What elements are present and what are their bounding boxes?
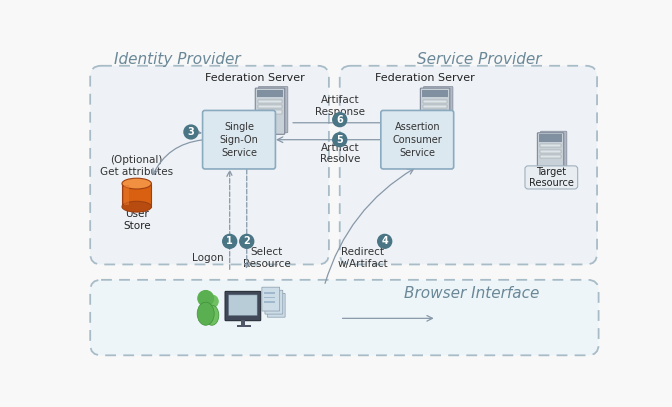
Bar bbox=[122, 184, 151, 207]
Text: Target
Resource: Target Resource bbox=[529, 166, 574, 188]
Bar bbox=[267, 300, 278, 302]
Text: 1: 1 bbox=[226, 236, 233, 246]
Text: User
Store: User Store bbox=[123, 209, 151, 231]
FancyBboxPatch shape bbox=[525, 166, 578, 189]
Ellipse shape bbox=[205, 305, 219, 325]
Circle shape bbox=[240, 234, 254, 248]
FancyBboxPatch shape bbox=[265, 290, 283, 314]
Text: 2: 2 bbox=[243, 236, 250, 246]
FancyBboxPatch shape bbox=[538, 133, 564, 174]
Bar bbox=[257, 110, 282, 114]
Text: 5: 5 bbox=[337, 135, 343, 145]
Bar bbox=[423, 100, 448, 103]
Circle shape bbox=[378, 234, 392, 248]
Bar bbox=[423, 105, 448, 108]
Circle shape bbox=[198, 291, 214, 306]
Text: Identity Provider: Identity Provider bbox=[114, 52, 241, 67]
Bar bbox=[269, 303, 280, 304]
Bar bbox=[264, 302, 275, 303]
Text: 4: 4 bbox=[381, 236, 388, 246]
Bar bbox=[257, 90, 283, 97]
Bar bbox=[269, 308, 280, 309]
FancyBboxPatch shape bbox=[255, 88, 285, 134]
Bar bbox=[264, 292, 275, 294]
Text: Single
Sign-On
Service: Single Sign-On Service bbox=[220, 122, 259, 158]
Bar bbox=[267, 304, 278, 306]
FancyBboxPatch shape bbox=[228, 295, 257, 316]
Bar bbox=[422, 90, 448, 97]
Bar bbox=[257, 105, 282, 108]
FancyBboxPatch shape bbox=[421, 88, 450, 134]
Text: Federation Server: Federation Server bbox=[205, 73, 304, 83]
FancyBboxPatch shape bbox=[262, 287, 280, 311]
Bar bbox=[540, 155, 561, 158]
Text: Redirect
w/Artifact: Redirect w/Artifact bbox=[338, 247, 388, 269]
Ellipse shape bbox=[122, 201, 151, 212]
Text: Browser Interface: Browser Interface bbox=[404, 286, 539, 301]
FancyBboxPatch shape bbox=[381, 110, 454, 169]
Circle shape bbox=[206, 295, 218, 308]
Text: Logon: Logon bbox=[192, 253, 224, 263]
Text: Artifact
Response: Artifact Response bbox=[314, 95, 365, 117]
Text: Artifact
Resolve: Artifact Resolve bbox=[320, 143, 360, 164]
Bar bbox=[269, 298, 280, 300]
Text: Federation Server: Federation Server bbox=[375, 73, 475, 83]
Text: Assertion
Consumer
Service: Assertion Consumer Service bbox=[392, 122, 442, 158]
Text: (Optional)
Get attributes: (Optional) Get attributes bbox=[100, 155, 173, 177]
FancyBboxPatch shape bbox=[540, 131, 566, 173]
Text: Select
Resource: Select Resource bbox=[243, 247, 291, 269]
FancyBboxPatch shape bbox=[90, 280, 599, 355]
Circle shape bbox=[184, 125, 198, 139]
Bar bbox=[267, 295, 278, 297]
Bar bbox=[540, 144, 561, 147]
Text: 6: 6 bbox=[337, 115, 343, 125]
Ellipse shape bbox=[122, 178, 151, 189]
Circle shape bbox=[333, 133, 347, 147]
Bar bbox=[539, 134, 562, 142]
Bar bbox=[264, 297, 275, 298]
FancyBboxPatch shape bbox=[258, 87, 288, 133]
Bar bbox=[257, 100, 282, 103]
Text: Service Provider: Service Provider bbox=[417, 52, 542, 67]
Circle shape bbox=[333, 113, 347, 127]
FancyBboxPatch shape bbox=[267, 293, 285, 317]
Bar bbox=[237, 324, 251, 327]
FancyBboxPatch shape bbox=[423, 87, 453, 133]
Bar bbox=[540, 150, 561, 153]
Circle shape bbox=[222, 234, 237, 248]
Ellipse shape bbox=[197, 302, 214, 325]
FancyBboxPatch shape bbox=[202, 110, 276, 169]
FancyBboxPatch shape bbox=[90, 66, 329, 265]
Bar bbox=[241, 320, 245, 325]
FancyBboxPatch shape bbox=[225, 291, 261, 321]
Bar bbox=[423, 110, 448, 114]
FancyBboxPatch shape bbox=[340, 66, 597, 265]
Text: 3: 3 bbox=[187, 127, 194, 137]
Bar bbox=[124, 185, 129, 205]
